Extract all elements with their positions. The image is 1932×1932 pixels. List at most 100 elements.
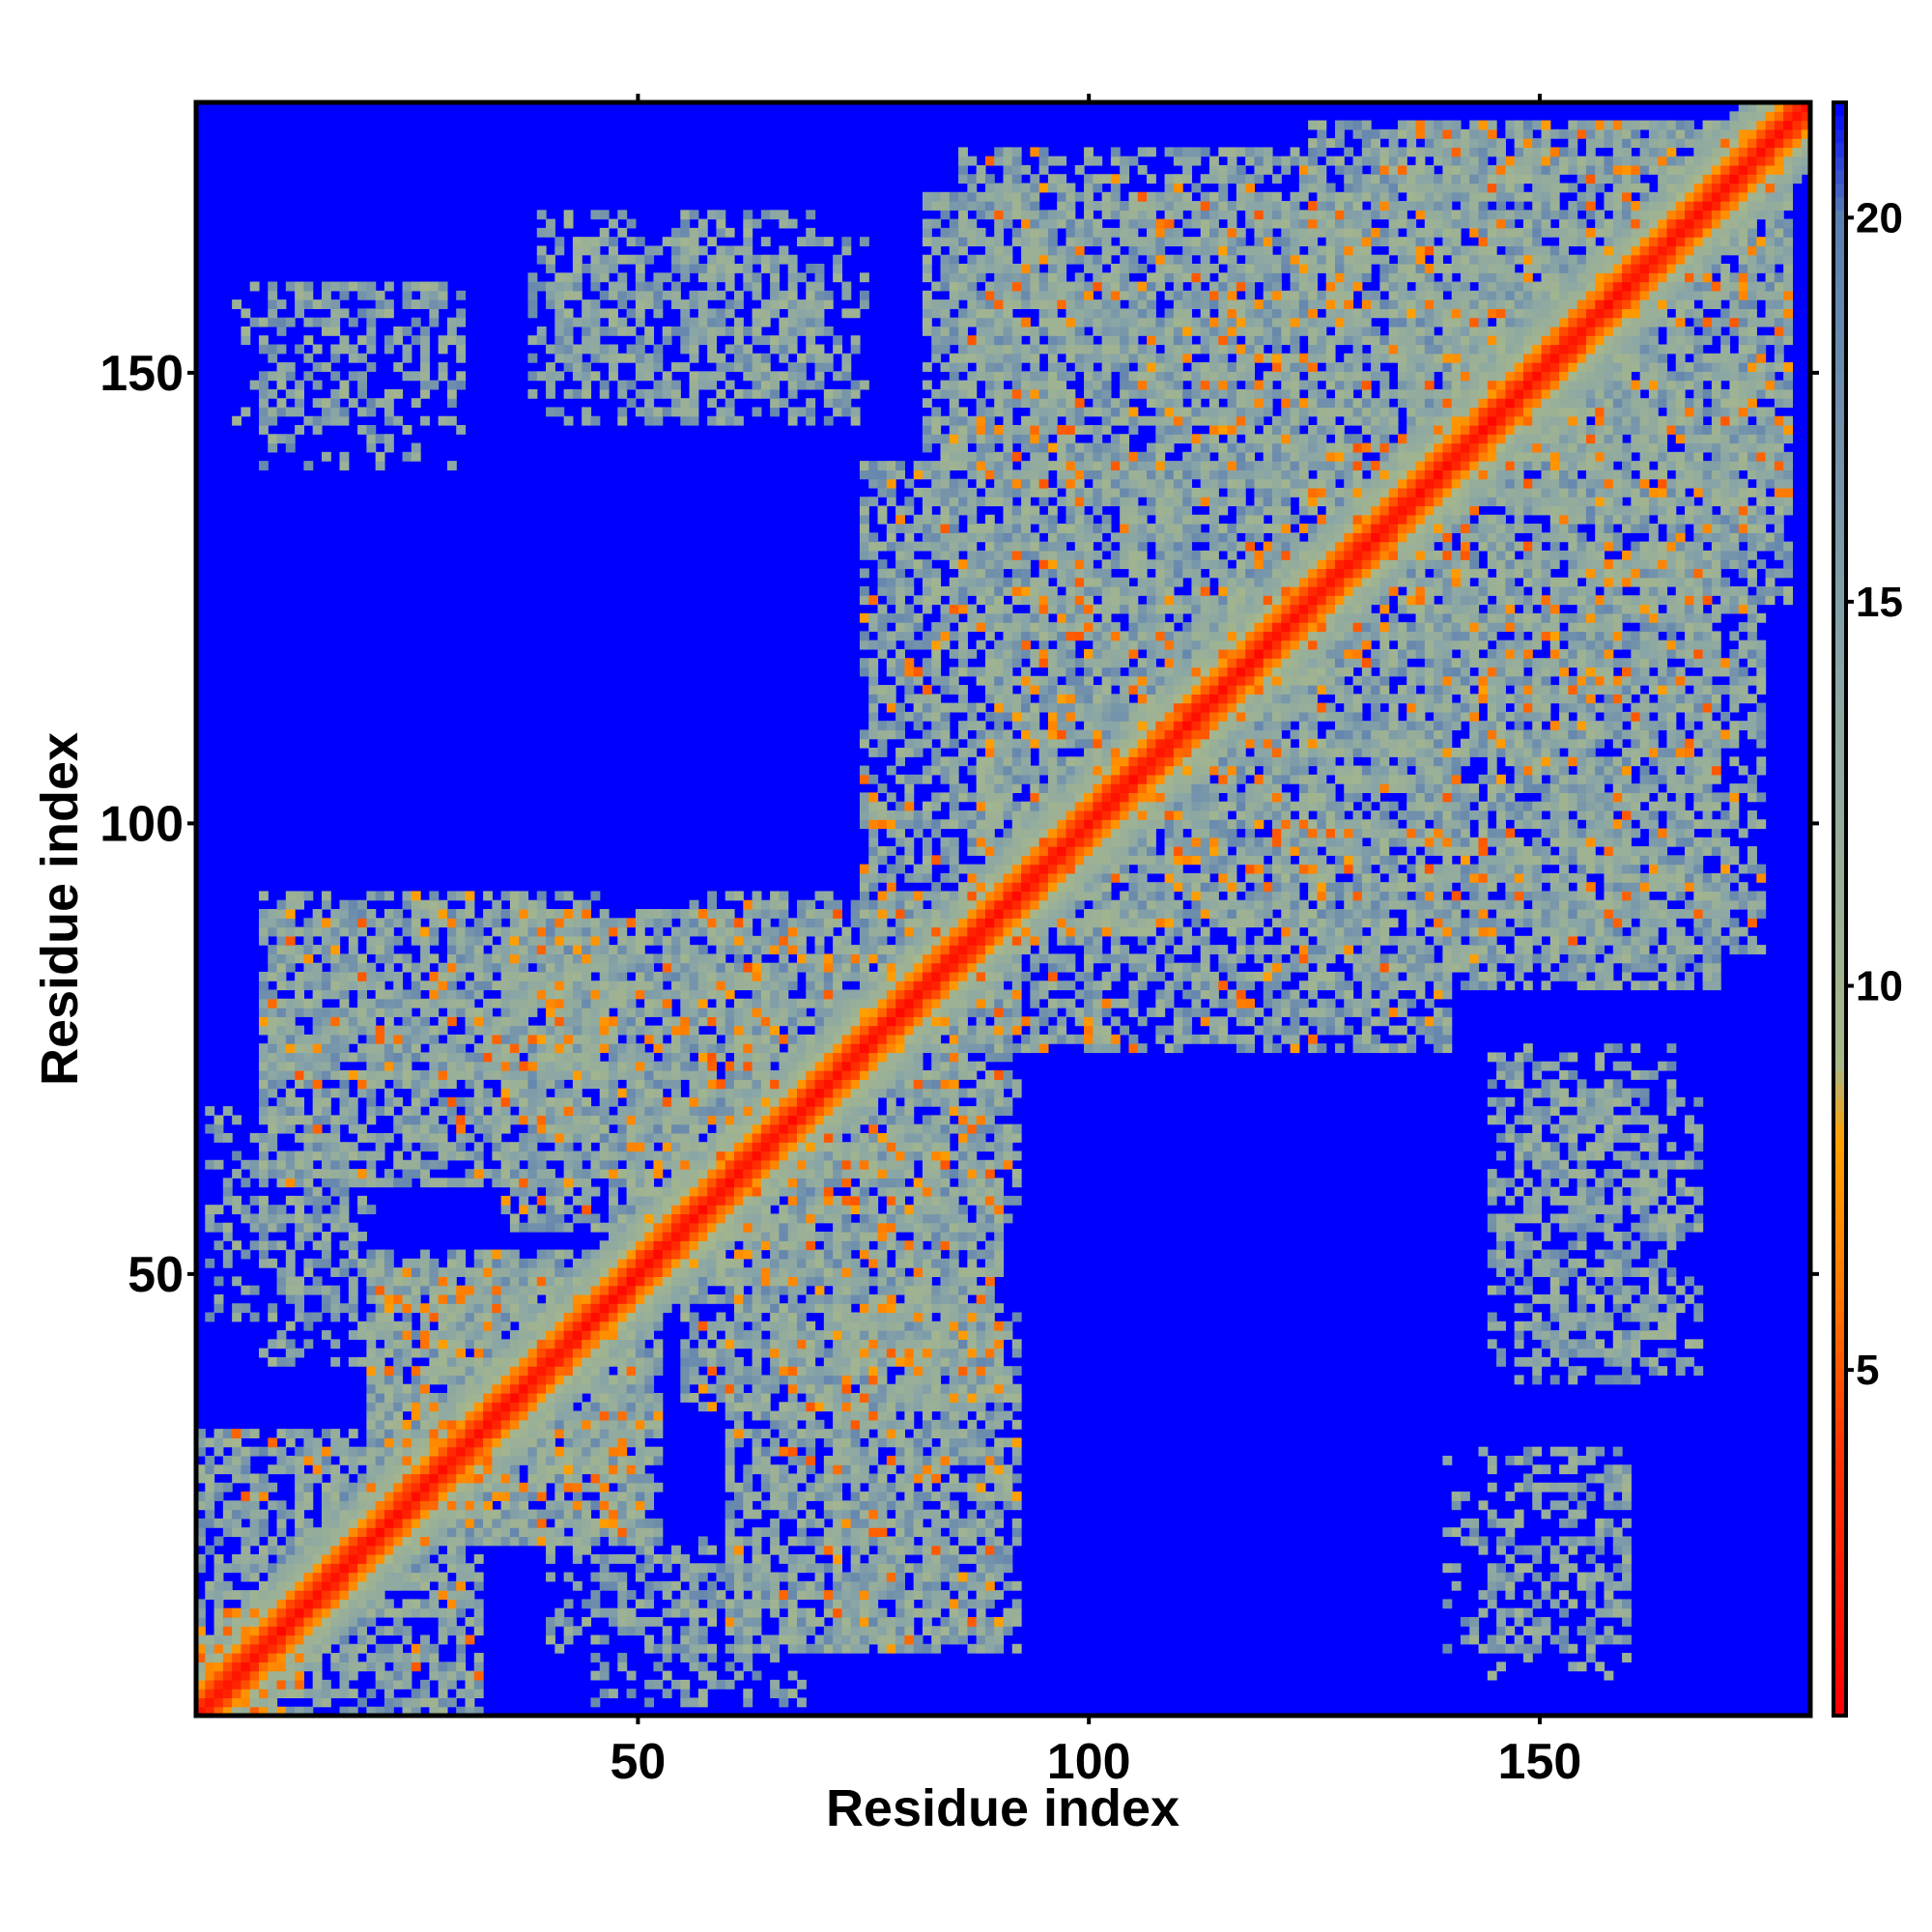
- heatmap-cell: [196, 1616, 206, 1627]
- heatmap-cell: [841, 1437, 852, 1448]
- heatmap-cell: [429, 1429, 440, 1438]
- heatmap-cell: [609, 1096, 618, 1107]
- heatmap-cell: [1585, 1446, 1596, 1457]
- heatmap-cell: [931, 1303, 942, 1314]
- heatmap-cell: [609, 1312, 618, 1322]
- heatmap-cell: [743, 1249, 753, 1260]
- heatmap-cell: [850, 1375, 861, 1385]
- heatmap-cell: [806, 1482, 816, 1492]
- heatmap-cell: [258, 1509, 269, 1520]
- heatmap-cell: [877, 1169, 888, 1179]
- heatmap-cell: [752, 1339, 762, 1350]
- heatmap-cell: [590, 1106, 601, 1116]
- heatmap-cell: [994, 1195, 1005, 1206]
- heatmap-cell: [205, 1509, 215, 1520]
- heatmap-cell: [787, 1492, 798, 1501]
- heatmap-cell: [519, 1339, 529, 1350]
- heatmap-cell: [707, 1240, 718, 1251]
- heatmap-cell: [303, 1492, 314, 1501]
- heatmap-cell: [653, 1205, 664, 1215]
- heatmap-cell: [366, 1419, 377, 1430]
- heatmap-cell: [582, 1339, 592, 1350]
- heatmap-cell: [483, 1330, 493, 1340]
- heatmap-cell: [895, 1142, 905, 1152]
- heatmap-cell: [635, 1536, 645, 1547]
- heatmap-cell: [1451, 1492, 1462, 1501]
- heatmap-cell: [770, 1339, 781, 1350]
- heatmap-cell: [841, 1634, 852, 1645]
- heatmap-cell: [841, 1267, 852, 1277]
- heatmap-cell: [814, 1419, 825, 1430]
- heatmap-cell: [375, 1312, 385, 1322]
- heatmap-cell: [1451, 1563, 1462, 1574]
- heatmap-cell: [196, 1599, 206, 1609]
- heatmap-cell: [357, 1232, 367, 1241]
- heatmap-cell: [285, 1626, 296, 1636]
- heatmap-cell: [446, 1115, 457, 1125]
- heatmap-cell: [572, 1527, 582, 1538]
- heatmap-cell: [913, 1393, 923, 1403]
- heatmap-cell: [760, 1402, 771, 1412]
- heatmap-cell: [931, 1205, 942, 1215]
- heatmap-cell: [949, 1563, 959, 1574]
- heatmap-cell: [724, 1599, 735, 1609]
- heatmap-cell: [787, 1169, 798, 1179]
- heatmap-cell: [1522, 1106, 1533, 1116]
- heatmap-cell: [249, 1634, 260, 1645]
- heatmap-cell: [429, 1545, 440, 1555]
- heatmap-cell: [563, 1518, 574, 1528]
- heatmap-cell: [1675, 1205, 1686, 1215]
- heatmap-cell: [465, 1178, 475, 1188]
- heatmap-cell: [438, 1554, 448, 1564]
- heatmap-cell: [904, 1402, 915, 1412]
- heatmap-cell: [312, 1536, 323, 1547]
- heatmap-cell: [465, 1115, 475, 1125]
- heatmap-cell: [958, 1402, 968, 1412]
- heatmap-cell: [366, 1249, 377, 1260]
- heatmap-cell: [599, 1607, 610, 1618]
- heatmap-cell: [806, 1330, 816, 1340]
- heatmap-cell: [411, 1482, 421, 1492]
- heatmap-cell: [563, 1169, 574, 1179]
- heatmap-cell: [205, 1205, 215, 1215]
- heatmap-cell: [770, 1303, 781, 1314]
- heatmap-cell: [446, 1402, 457, 1412]
- heatmap-cell: [886, 1410, 896, 1421]
- heatmap-cell: [689, 1643, 699, 1654]
- heatmap-cell: [384, 1653, 394, 1662]
- heatmap-cell: [465, 1169, 475, 1179]
- heatmap-cell: [680, 1293, 691, 1304]
- heatmap-cell: [536, 1106, 547, 1116]
- heatmap-cell: [850, 1607, 861, 1618]
- heatmap-cell: [958, 1634, 968, 1645]
- heatmap-cell: [483, 1321, 493, 1331]
- heatmap-cell: [500, 1446, 511, 1457]
- heatmap-cell: [590, 1321, 601, 1331]
- heatmap-cell: [1532, 1643, 1543, 1654]
- heatmap-cell: [895, 1626, 905, 1636]
- heatmap-cell: [958, 1222, 968, 1233]
- heatmap-cell: [976, 1446, 986, 1457]
- heatmap-cell: [295, 1706, 304, 1717]
- heatmap-cell: [868, 1356, 879, 1367]
- heatmap-cell: [976, 1554, 986, 1564]
- heatmap-cell: [483, 1276, 493, 1287]
- heatmap-cell: [1003, 1607, 1013, 1618]
- heatmap-cell: [438, 1446, 448, 1457]
- heatmap-cell: [617, 1169, 628, 1179]
- heatmap-cell: [644, 1205, 655, 1215]
- heatmap-cell: [384, 1410, 394, 1421]
- heatmap-cell: [276, 1429, 287, 1438]
- heatmap-cell: [285, 1267, 296, 1277]
- heatmap-cell: [1577, 1455, 1587, 1465]
- heatmap-cell: [285, 1115, 296, 1125]
- heatmap-cell: [895, 1437, 905, 1448]
- heatmap-cell: [519, 1142, 529, 1152]
- heatmap-cell: [895, 1527, 905, 1538]
- heatmap-cell: [626, 1527, 637, 1538]
- heatmap-cell: [527, 1258, 538, 1268]
- heatmap-cell: [609, 1132, 618, 1143]
- heatmap-cell: [285, 1096, 296, 1107]
- heatmap-cell: [582, 1509, 592, 1520]
- heatmap-cell: [617, 1500, 628, 1511]
